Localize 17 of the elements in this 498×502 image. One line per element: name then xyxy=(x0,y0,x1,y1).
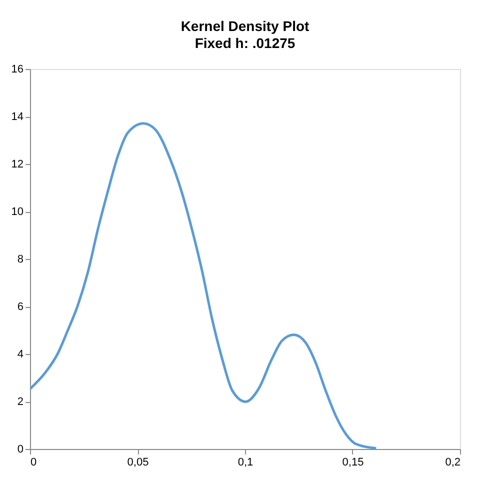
x-tick-label: 0,1 xyxy=(238,456,254,468)
x-tick-label: 0,2 xyxy=(445,456,460,468)
y-tick-label: 0 xyxy=(17,444,24,456)
y-tick-label: 2 xyxy=(17,396,24,408)
line-series xyxy=(30,122,378,449)
y-tick-label: 8 xyxy=(17,254,24,266)
y-tick-label: 16 xyxy=(11,64,24,76)
chart-subtitle: Fixed h: .01275 xyxy=(194,35,296,51)
y-tick-label: 14 xyxy=(11,111,24,123)
x-tick-label: 0 xyxy=(30,456,37,468)
x-tick-label: 0,15 xyxy=(342,456,364,468)
y-tick-label: 10 xyxy=(11,206,24,218)
x-tick-label: 0,05 xyxy=(127,456,149,468)
y-tick-label: 4 xyxy=(17,348,24,360)
y-tick-label: 6 xyxy=(17,301,24,313)
chart-title: Kernel Density Plot xyxy=(180,18,310,34)
y-tick-label: 12 xyxy=(11,158,24,170)
